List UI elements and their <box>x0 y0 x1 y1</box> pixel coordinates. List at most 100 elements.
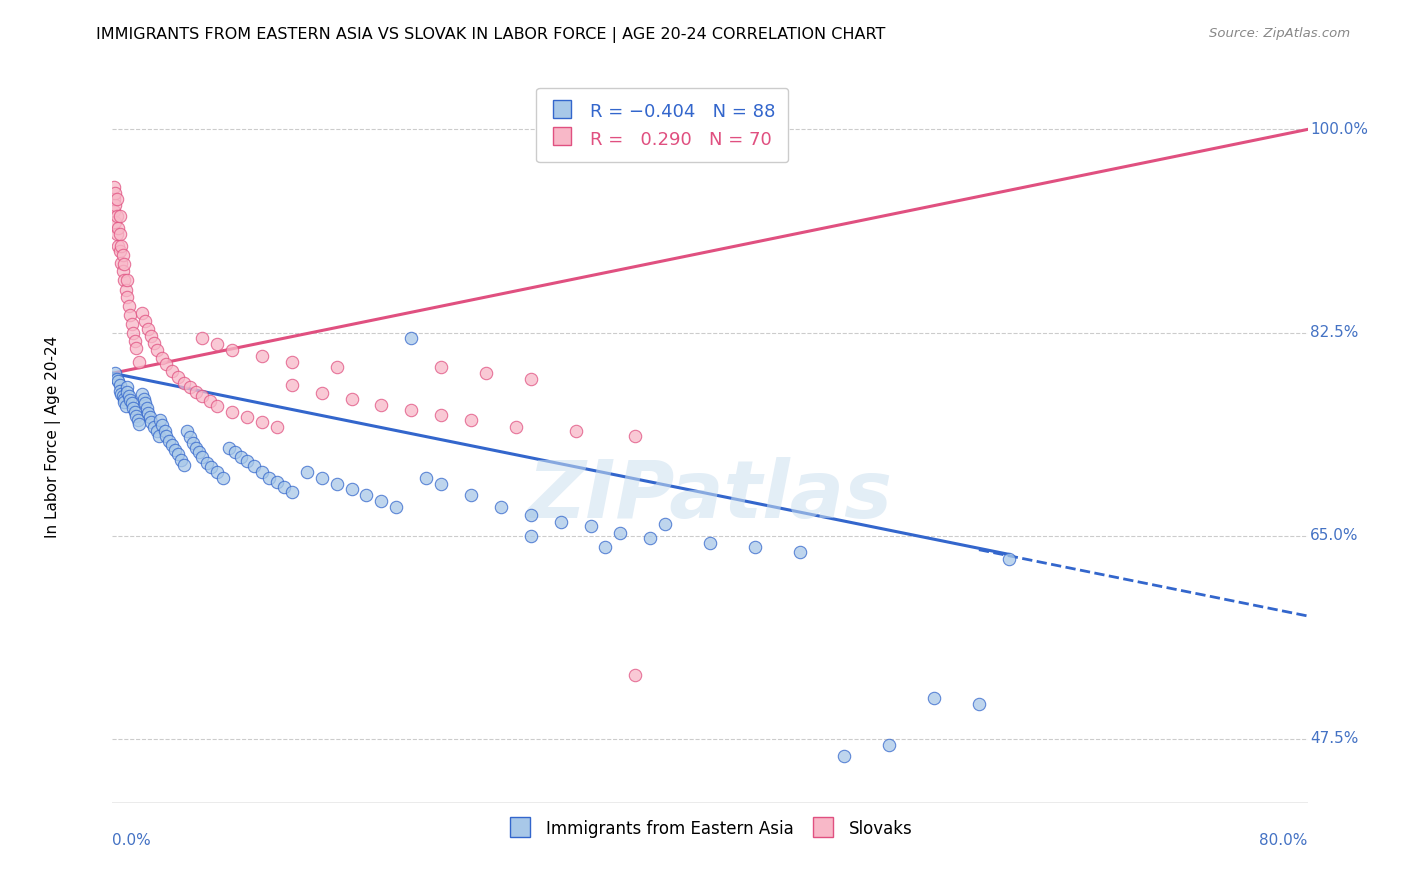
Point <box>191 389 214 403</box>
Point <box>114 395 135 409</box>
Point <box>221 404 243 418</box>
Point <box>105 210 128 224</box>
Point <box>124 404 146 418</box>
Point <box>134 396 156 410</box>
Point <box>111 389 134 403</box>
Point <box>191 331 214 345</box>
Point <box>221 343 243 357</box>
Point <box>224 445 246 459</box>
Point <box>640 531 662 545</box>
Point <box>167 369 190 384</box>
Point <box>111 248 134 262</box>
Point <box>236 410 259 425</box>
Point <box>179 430 201 444</box>
Point <box>520 529 543 543</box>
Point <box>475 366 498 380</box>
Point <box>110 387 132 401</box>
Point <box>188 445 211 459</box>
Text: 100.0%: 100.0% <box>1310 122 1368 136</box>
Text: 80.0%: 80.0% <box>1260 833 1308 848</box>
Text: 65.0%: 65.0% <box>1310 528 1358 543</box>
Point <box>401 403 423 417</box>
Point <box>281 484 304 499</box>
Point <box>141 329 163 343</box>
Point <box>125 409 148 424</box>
Point <box>118 389 141 403</box>
Point <box>111 264 134 278</box>
Point <box>415 471 437 485</box>
Point <box>340 392 363 406</box>
Point <box>311 386 333 401</box>
Text: 82.5%: 82.5% <box>1310 325 1358 340</box>
Point <box>122 401 145 415</box>
Point <box>105 227 128 241</box>
Point <box>155 357 177 371</box>
Point <box>118 299 141 313</box>
Point <box>564 424 586 438</box>
Point <box>595 541 617 555</box>
Point <box>167 448 190 462</box>
Point <box>104 198 127 212</box>
Point <box>624 429 647 443</box>
Point <box>107 221 129 235</box>
Point <box>205 399 228 413</box>
Point <box>104 215 127 229</box>
Point <box>105 192 128 206</box>
Point <box>153 424 176 438</box>
Point <box>624 668 647 682</box>
Point <box>134 314 156 328</box>
Point <box>186 384 208 399</box>
Point <box>266 475 288 490</box>
Point <box>186 441 208 455</box>
Point <box>281 377 304 392</box>
Point <box>117 290 139 304</box>
Text: 0.0%: 0.0% <box>112 833 152 848</box>
Point <box>179 380 201 394</box>
Point <box>967 697 990 711</box>
Point <box>103 180 125 194</box>
Point <box>229 450 252 464</box>
Point <box>579 519 602 533</box>
Point <box>505 419 527 434</box>
Point <box>173 458 195 472</box>
Point <box>430 360 453 375</box>
Point <box>122 326 145 340</box>
Point <box>212 471 235 485</box>
Point <box>139 410 162 425</box>
Point <box>150 351 173 365</box>
Point <box>205 465 228 479</box>
Point <box>120 308 142 322</box>
Point <box>117 384 139 399</box>
Point <box>340 483 363 497</box>
Point <box>370 398 392 412</box>
Point <box>121 318 143 332</box>
Point <box>108 377 131 392</box>
Point <box>200 460 222 475</box>
Point <box>325 360 347 375</box>
Point <box>550 515 572 529</box>
Point <box>143 336 166 351</box>
Point <box>295 465 318 479</box>
Point <box>103 192 125 206</box>
Point <box>115 283 138 297</box>
Point <box>243 459 266 474</box>
Point <box>114 392 135 406</box>
Point <box>489 500 512 514</box>
Point <box>138 322 160 336</box>
Point <box>266 419 288 434</box>
Point <box>195 456 218 470</box>
Point <box>127 412 149 426</box>
Point <box>128 354 150 368</box>
Point <box>654 517 676 532</box>
Point <box>131 387 153 401</box>
Point <box>108 227 131 241</box>
Point <box>110 238 132 252</box>
Point <box>107 238 129 252</box>
Point <box>460 488 482 502</box>
Legend: Immigrants from Eastern Asia, Slovaks: Immigrants from Eastern Asia, Slovaks <box>501 812 920 846</box>
Point <box>114 257 135 271</box>
Point <box>108 384 131 398</box>
Point <box>108 210 131 224</box>
Point <box>149 412 172 426</box>
Text: 47.5%: 47.5% <box>1310 731 1358 747</box>
